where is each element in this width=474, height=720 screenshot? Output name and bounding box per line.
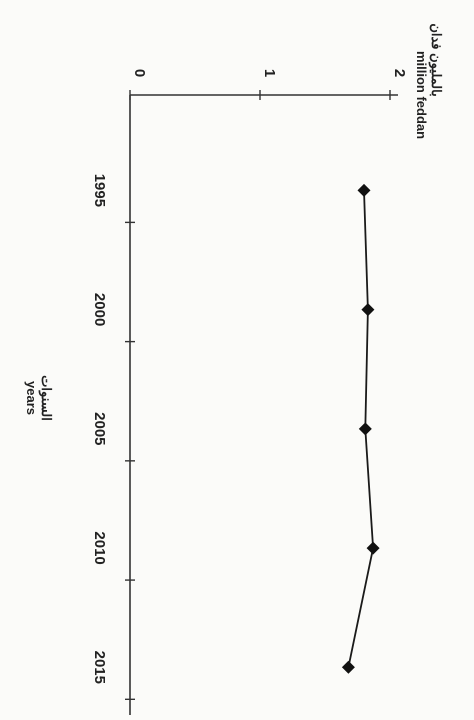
y-axis-label: million feddan bbox=[414, 51, 429, 139]
y-axis-label-arabic: بالمليون فدان bbox=[428, 23, 444, 96]
x-axis-label-arabic: السنوات bbox=[38, 375, 54, 421]
data-point-marker bbox=[366, 541, 380, 555]
x-tick-label: 2000 bbox=[91, 293, 108, 326]
y-tick-label: 0 bbox=[131, 69, 148, 77]
data-point-marker bbox=[358, 422, 372, 436]
y-tick-label: 2 bbox=[391, 69, 408, 77]
data-point-marker bbox=[361, 303, 375, 317]
x-tick-label: 2005 bbox=[91, 412, 108, 445]
x-tick-label: 2015 bbox=[91, 651, 108, 684]
data-point-marker bbox=[357, 183, 371, 197]
y-tick-label: 1 bbox=[261, 69, 278, 77]
data-point-marker bbox=[341, 660, 355, 674]
x-axis-label: years bbox=[24, 381, 39, 415]
x-tick-label: 1995 bbox=[91, 174, 108, 207]
x-tick-label: 2010 bbox=[91, 531, 108, 564]
plot-area: 0 1 2 1995 2000 2005 2010 2015 bbox=[91, 69, 408, 715]
